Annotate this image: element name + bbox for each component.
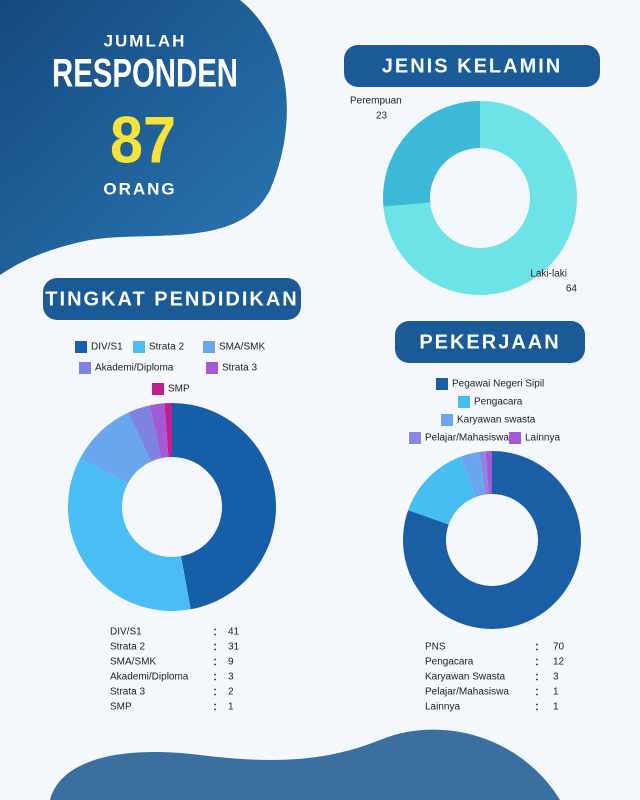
table-colon (214, 648, 216, 651)
legend-label: Pelajar/Mahasiswa (425, 433, 509, 444)
table-colon (214, 628, 216, 631)
legend-swatch (79, 362, 91, 374)
chart-title: PEKERJAAN (419, 331, 560, 353)
donut-slice (479, 451, 489, 495)
legend-swatch (75, 341, 87, 353)
header-total: 87 (110, 102, 176, 176)
legend-label: Lainnya (525, 433, 560, 444)
table-colon (214, 708, 216, 711)
table-colon (214, 643, 216, 646)
table-colon (214, 678, 216, 681)
table-colon (214, 703, 216, 706)
legend-label: Pegawai Negeri Sipil (452, 379, 544, 390)
table-label: SMP (110, 702, 132, 713)
table-colon (536, 708, 538, 711)
legend-swatch (436, 378, 448, 390)
table-label: Pengacara (425, 657, 474, 668)
donut-slice (485, 451, 492, 495)
data-label-value: 64 (566, 284, 578, 295)
legend-label: SMA/SMK (219, 342, 265, 353)
table-colon (536, 643, 538, 646)
bottom-blob (50, 729, 560, 800)
table-value: 41 (228, 627, 240, 638)
header-line3: ORANG (103, 179, 176, 198)
table-label: Strata 3 (110, 687, 145, 698)
legend-swatch (133, 341, 145, 353)
donut-slice (149, 403, 169, 459)
table-colon (536, 648, 538, 651)
donut-slice (128, 405, 162, 462)
donut-slice (80, 412, 152, 484)
header-line1: JUMLAH (104, 31, 187, 50)
table-value: 2 (228, 687, 234, 698)
table-colon (214, 673, 216, 676)
top-blob (0, 0, 287, 275)
legend-swatch (206, 362, 218, 374)
donut-slice (403, 451, 581, 630)
title-pill (395, 321, 585, 363)
table-value: 12 (553, 657, 565, 668)
table-value: 70 (553, 642, 565, 653)
title-pill (344, 45, 600, 87)
donut-slice (460, 451, 486, 497)
legend-swatch (409, 432, 421, 444)
table-value: 31 (228, 642, 240, 653)
table-colon (214, 693, 216, 696)
table-label: PNS (425, 642, 446, 653)
table-value: 1 (553, 702, 559, 713)
table-label: Strata 2 (110, 642, 145, 653)
donut-slice (383, 101, 480, 207)
donut-slice (383, 101, 578, 295)
donut-slice (408, 456, 476, 525)
table-colon (214, 688, 216, 691)
table-colon (536, 673, 538, 676)
table-value: 1 (553, 687, 559, 698)
table-label: Lainnya (425, 702, 460, 713)
table-colon (536, 693, 538, 696)
legend-label: Akademi/Diploma (95, 363, 174, 374)
legend-swatch (152, 383, 164, 395)
legend-swatch (203, 341, 215, 353)
table-value: 1 (228, 702, 234, 713)
legend-label: Pengacara (474, 397, 523, 408)
table-colon (214, 633, 216, 636)
legend-label: Strata 3 (222, 363, 257, 374)
header-line2: RESPONDEN (52, 52, 238, 96)
table-value: 3 (553, 672, 559, 683)
legend-swatch (509, 432, 521, 444)
table-label: SMA/SMK (110, 657, 156, 668)
table-colon (536, 703, 538, 706)
table-colon (536, 678, 538, 681)
donut-slice (68, 458, 191, 611)
chart-title: TINGKAT PENDIDIKAN (45, 288, 298, 310)
table-label: Akademi/Diploma (110, 672, 189, 683)
table-colon (536, 688, 538, 691)
legend-label: Strata 2 (149, 342, 184, 353)
legend-label: Karyawan swasta (457, 415, 536, 426)
data-label-name: Perempuan (350, 96, 402, 107)
legend-label: SMP (168, 384, 190, 395)
donut-slice (164, 403, 172, 458)
legend-swatch (458, 396, 470, 408)
table-value: 9 (228, 657, 234, 668)
table-label: DIV/S1 (110, 627, 142, 638)
data-label-value: 23 (376, 111, 388, 122)
table-colon (536, 663, 538, 666)
legend-label: DIV/S1 (91, 342, 123, 353)
title-pill (43, 278, 301, 320)
donut-slice (172, 403, 277, 610)
table-value: 3 (228, 672, 234, 683)
table-colon (214, 663, 216, 666)
legend-swatch (441, 414, 453, 426)
data-label-name: Laki-laki (530, 269, 567, 280)
chart-title: JENIS KELAMIN (382, 55, 562, 77)
table-colon (536, 658, 538, 661)
table-label: Pelajar/Mahasiswa (425, 687, 509, 698)
table-label: Karyawan Swasta (425, 672, 505, 683)
table-colon (214, 658, 216, 661)
